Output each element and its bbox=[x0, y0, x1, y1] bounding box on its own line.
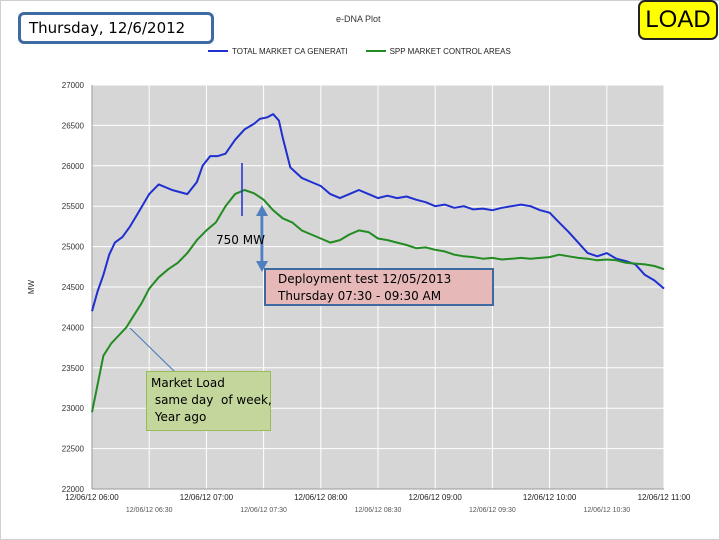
mw-gap-arrowhead-bottom bbox=[256, 261, 268, 272]
legend-item-total: TOTAL MARKET CA GENERATI bbox=[208, 47, 348, 56]
legend-label-total: TOTAL MARKET CA GENERATI bbox=[232, 46, 348, 56]
market-load-callout: Market Load same day of week, Year ago bbox=[146, 371, 272, 431]
y-tick-label: 27000 bbox=[62, 81, 85, 90]
y-tick-label: 25500 bbox=[62, 202, 85, 211]
x-tick-label: 12/06/12 09:00 bbox=[409, 493, 463, 502]
load-badge: LOAD bbox=[638, 0, 718, 40]
y-tick-label: 22000 bbox=[62, 485, 85, 494]
x-axis-ticks: 12/06/12 06:00 12/06/12 07:00 12/06/12 08:… bbox=[65, 493, 691, 514]
chart-legend: TOTAL MARKET CA GENERATI SPP MARKET CONT… bbox=[208, 44, 529, 58]
series-line-total-market bbox=[91, 113, 665, 312]
mw-gap-label: 750 MW bbox=[216, 233, 265, 247]
x-tick-label: 12/06/12 06:00 bbox=[65, 493, 119, 502]
y-tick-label: 26500 bbox=[62, 121, 85, 130]
date-label-box: Thursday, 12/6/2012 bbox=[18, 12, 214, 44]
y-axis-label: MW bbox=[27, 279, 36, 294]
y-tick-label: 24500 bbox=[62, 283, 85, 292]
legend-swatch-total bbox=[208, 50, 228, 52]
y-tick-label: 22500 bbox=[62, 445, 85, 454]
series-line-spp-market bbox=[91, 189, 665, 413]
x-tick-label-minor: 12/06/12 08:30 bbox=[355, 507, 402, 514]
date-label: Thursday, 12/6/2012 bbox=[29, 19, 186, 37]
x-tick-label: 12/06/12 11:00 bbox=[638, 493, 691, 502]
deployment-line-2: Thursday 07:30 - 09:30 AM bbox=[278, 289, 442, 303]
legend-label-spp: SPP MARKET CONTROL AREAS bbox=[389, 46, 511, 56]
annotations bbox=[129, 163, 268, 374]
legend-swatch-spp bbox=[365, 50, 386, 52]
y-tick-label: 23000 bbox=[62, 404, 85, 413]
y-tick-label: 24000 bbox=[62, 323, 85, 332]
y-tick-label: 23500 bbox=[62, 364, 85, 373]
series-group bbox=[91, 113, 665, 413]
x-tick-label-minor: 12/06/12 10:30 bbox=[583, 507, 630, 514]
x-tick-label-minor: 12/06/12 07:30 bbox=[240, 507, 287, 514]
x-tick-label-minor: 12/06/12 09:30 bbox=[469, 507, 516, 514]
y-tick-label: 25000 bbox=[62, 243, 85, 252]
x-tick-label: 12/06/12 07:00 bbox=[180, 493, 234, 502]
chart-title: e-DNA Plot bbox=[336, 14, 381, 24]
y-tick-label: 26000 bbox=[62, 162, 85, 171]
x-tick-label: 12/06/12 10:00 bbox=[523, 493, 577, 502]
deployment-line-1: Deployment test 12/05/2013 bbox=[278, 272, 452, 286]
y-axis-ticks: 22000 22500 23000 23500 24000 24500 25000 25500… bbox=[62, 81, 85, 494]
x-tick-label: 12/06/12 08:00 bbox=[294, 493, 348, 502]
legend-item-spp: SPP MARKET CONTROL AREAS bbox=[365, 46, 511, 56]
mw-gap-arrowhead-top bbox=[256, 205, 268, 216]
deployment-callout: Deployment test 12/05/2013 Thursday 07:3… bbox=[264, 268, 494, 306]
x-tick-label-minor: 12/06/12 06:30 bbox=[126, 507, 173, 514]
market-load-leader bbox=[129, 327, 177, 374]
